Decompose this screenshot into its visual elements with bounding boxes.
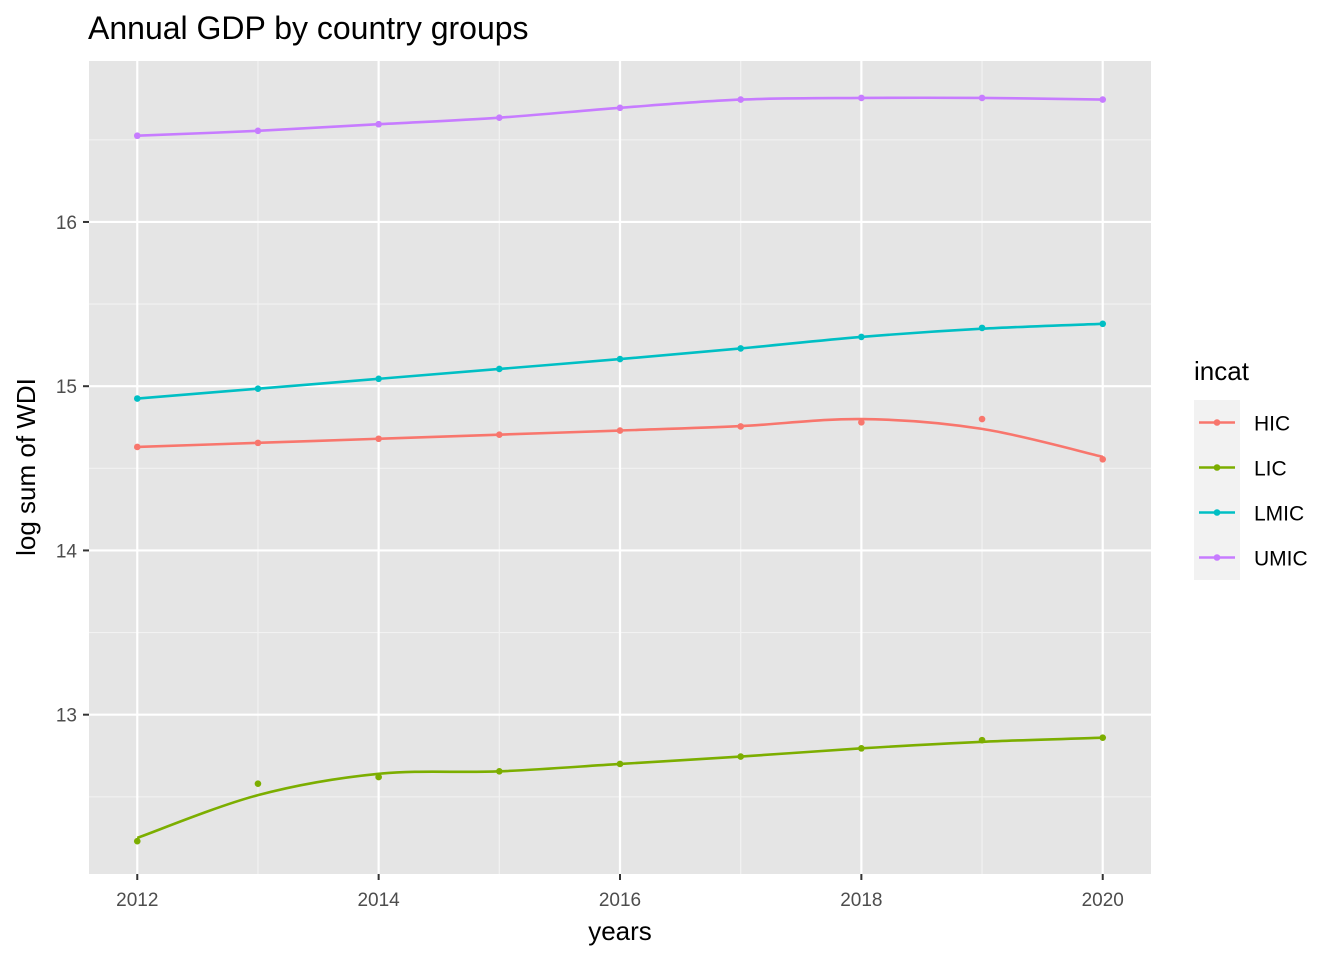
- data-point-lic: [496, 768, 503, 775]
- legend-label-lmic: LMIC: [1254, 503, 1304, 526]
- data-point-hic: [616, 427, 624, 434]
- data-point-lmic: [133, 395, 141, 402]
- data-point-lmic: [978, 324, 986, 332]
- data-point-umic: [496, 114, 503, 121]
- data-point-umic: [737, 96, 744, 103]
- data-point-hic: [254, 439, 262, 447]
- data-point-lmic: [858, 333, 865, 341]
- y-tick-label: 13: [56, 706, 77, 727]
- legend-key-point-lic: [1213, 464, 1221, 471]
- y-axis: 13 14 15 16: [56, 213, 89, 727]
- y-tick-label: 16: [56, 213, 77, 234]
- series-points: [133, 94, 1107, 845]
- y-axis-title: log sum of WDI: [11, 378, 41, 556]
- data-point-umic: [616, 104, 624, 112]
- legend-key-point-umic: [1213, 554, 1221, 561]
- data-point-umic: [375, 120, 382, 128]
- data-point-lmic: [496, 365, 503, 373]
- data-point-umic: [1099, 96, 1107, 103]
- legend-title: incat: [1194, 356, 1250, 386]
- legend-label-umic: UMIC: [1254, 548, 1308, 571]
- data-point-umic: [978, 94, 986, 102]
- data-point-hic: [133, 443, 141, 451]
- grid-major: [89, 61, 1151, 874]
- x-tick-label: 2016: [599, 890, 641, 911]
- y-tick-label: 15: [56, 377, 77, 398]
- data-point-lic: [254, 780, 262, 787]
- data-point-umic: [858, 94, 865, 102]
- legend: incat HIC LIC LMIC UMIC: [1194, 356, 1308, 580]
- data-point-hic: [496, 431, 503, 438]
- data-point-lic: [978, 736, 986, 744]
- data-point-lmic: [616, 355, 624, 363]
- data-point-hic: [375, 435, 382, 443]
- series-line-hic: [137, 417, 1104, 459]
- data-point-lic: [133, 837, 141, 845]
- data-point-hic: [978, 415, 986, 423]
- series-line-lic: [136, 736, 1103, 840]
- x-tick-label: 2020: [1082, 890, 1124, 911]
- x-tick-label: 2014: [357, 890, 400, 911]
- x-axis-title: years: [588, 916, 652, 946]
- data-point-lmic: [1099, 320, 1107, 328]
- data-point-lic: [858, 745, 865, 752]
- x-axis: 2012 2014 2016 2018 2020: [116, 874, 1124, 911]
- legend-label-hic: HIC: [1254, 413, 1290, 436]
- data-point-lmic: [254, 385, 262, 392]
- data-point-umic: [254, 127, 262, 135]
- legend-label-lic: LIC: [1254, 458, 1287, 481]
- legend-key-area: [1194, 400, 1240, 580]
- data-point-lmic: [737, 345, 744, 352]
- legend-key-point-lmic: [1213, 509, 1221, 516]
- data-point-lmic: [375, 375, 382, 383]
- data-point-umic: [133, 132, 141, 140]
- data-point-hic: [737, 423, 744, 430]
- y-tick-label: 14: [56, 541, 78, 562]
- data-point-lic: [737, 753, 744, 760]
- data-point-lic: [375, 773, 382, 781]
- legend-key-point-hic: [1213, 419, 1221, 426]
- data-point-hic: [858, 419, 865, 426]
- data-point-lic: [1099, 734, 1107, 741]
- data-point-hic: [1099, 455, 1107, 463]
- chart-title: Annual GDP by country groups: [88, 10, 529, 46]
- x-tick-label: 2018: [840, 890, 882, 911]
- data-point-lic: [616, 760, 624, 768]
- x-tick-label: 2012: [116, 890, 158, 911]
